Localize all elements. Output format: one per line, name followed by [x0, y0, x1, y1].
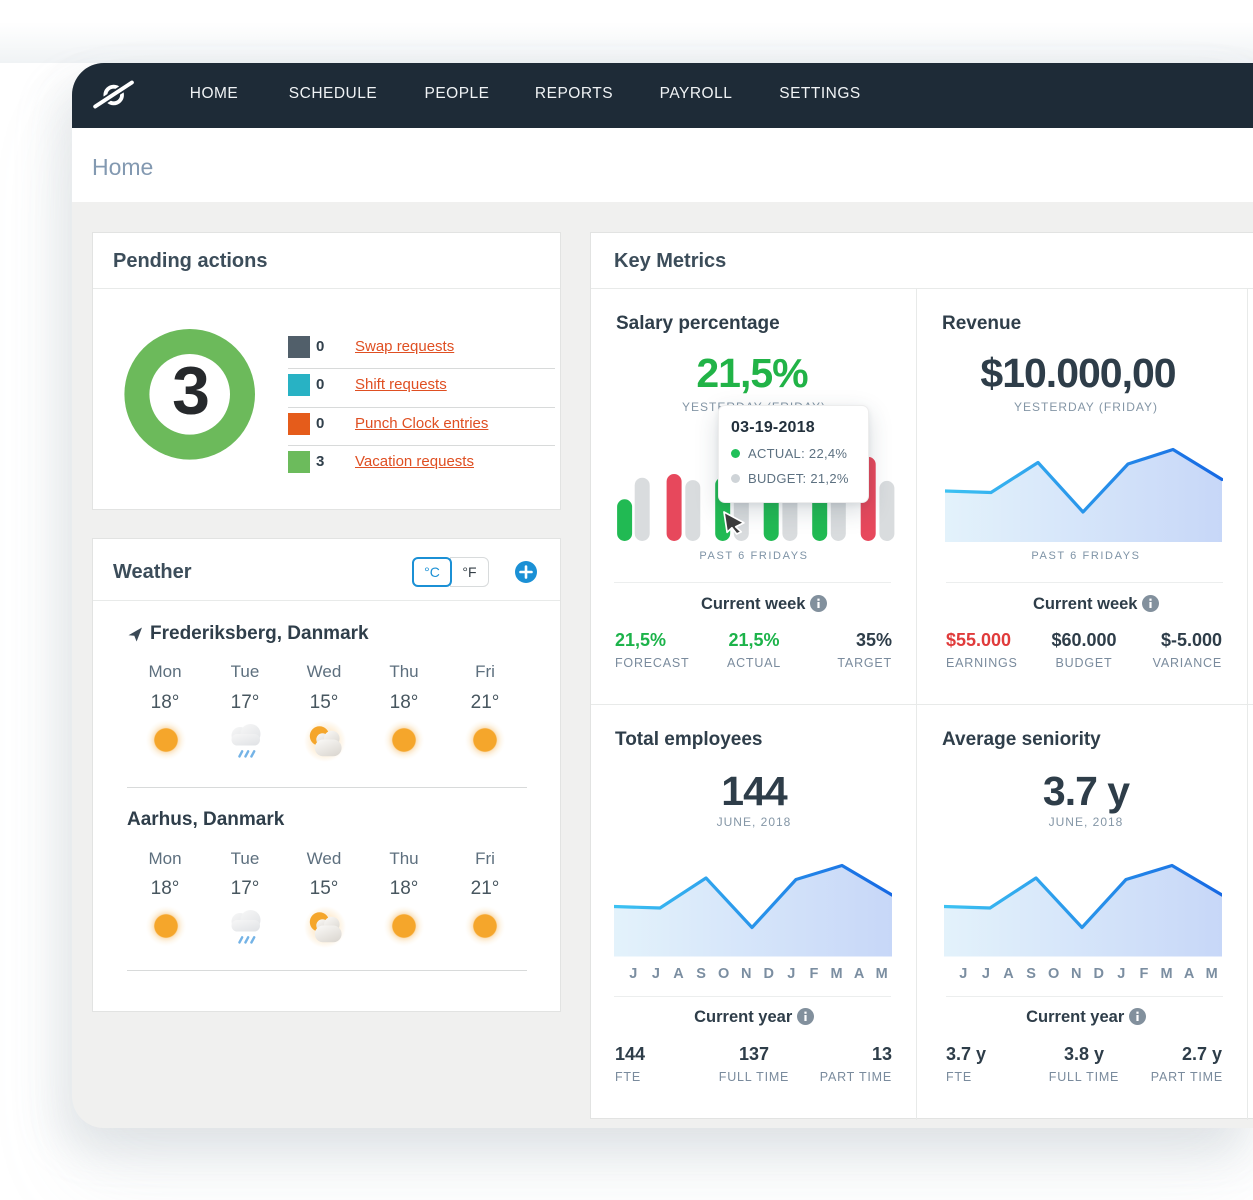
svg-text:3: 3: [172, 353, 210, 429]
